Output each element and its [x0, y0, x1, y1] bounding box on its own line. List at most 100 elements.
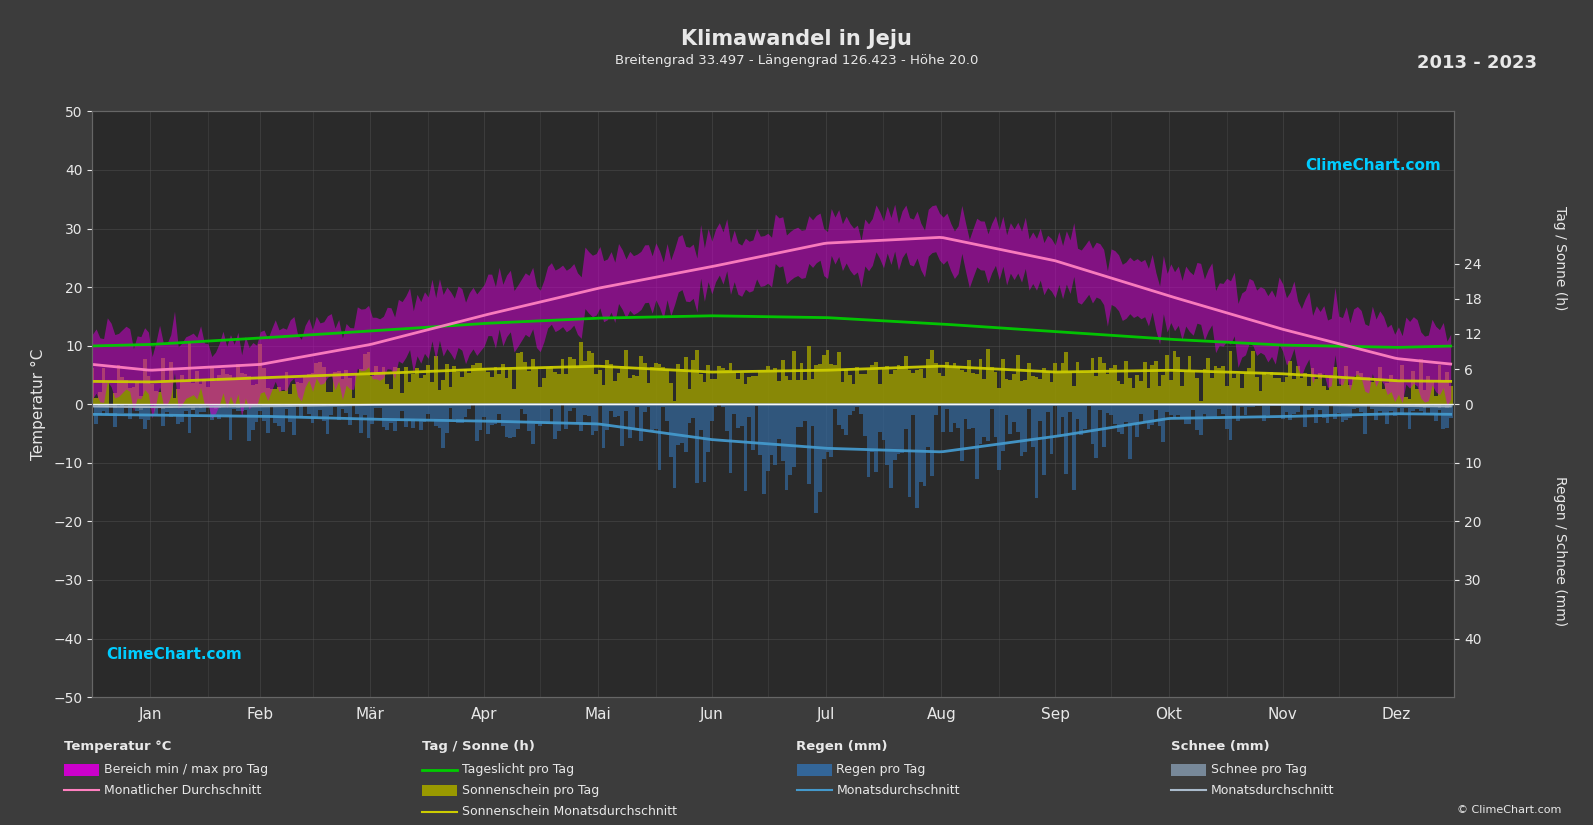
- Text: Regen pro Tag: Regen pro Tag: [836, 763, 926, 776]
- Bar: [460, 377, 464, 404]
- Bar: [277, 404, 280, 407]
- Bar: [341, 404, 344, 406]
- Bar: [658, 364, 661, 404]
- Text: ClimeChart.com: ClimeChart.com: [1305, 158, 1440, 173]
- Bar: [505, 378, 508, 404]
- Bar: [1031, 376, 1034, 404]
- Bar: [527, 404, 530, 431]
- Bar: [1128, 404, 1131, 460]
- Bar: [847, 375, 852, 404]
- Bar: [822, 355, 825, 404]
- Bar: [307, 404, 311, 414]
- Bar: [1083, 404, 1086, 429]
- Bar: [1359, 404, 1364, 412]
- Bar: [972, 373, 975, 404]
- Bar: [825, 350, 830, 404]
- Bar: [244, 404, 247, 410]
- Bar: [1180, 386, 1184, 404]
- Bar: [344, 370, 347, 404]
- Bar: [221, 370, 225, 404]
- Bar: [1375, 404, 1378, 421]
- Bar: [217, 404, 221, 408]
- Bar: [961, 370, 964, 404]
- Bar: [252, 385, 255, 404]
- Text: Sonnenschein pro Tag: Sonnenschein pro Tag: [462, 784, 599, 797]
- Bar: [292, 404, 296, 405]
- Bar: [859, 374, 863, 404]
- Bar: [961, 404, 964, 461]
- Bar: [405, 404, 408, 427]
- Bar: [789, 404, 792, 475]
- Bar: [210, 365, 213, 404]
- Bar: [1352, 404, 1356, 409]
- Bar: [352, 398, 355, 404]
- Bar: [333, 372, 336, 404]
- Bar: [538, 388, 542, 404]
- Bar: [739, 373, 744, 404]
- Bar: [397, 404, 400, 405]
- Bar: [1211, 404, 1214, 418]
- Bar: [225, 404, 229, 416]
- Bar: [355, 404, 358, 414]
- Bar: [1172, 351, 1176, 404]
- Bar: [875, 404, 878, 473]
- Bar: [1247, 404, 1251, 407]
- Bar: [1400, 404, 1403, 405]
- Bar: [452, 365, 456, 404]
- Bar: [486, 404, 489, 434]
- Bar: [1426, 376, 1431, 404]
- Bar: [217, 375, 221, 404]
- Bar: [177, 389, 180, 404]
- Bar: [755, 404, 758, 406]
- Text: Schnee (mm): Schnee (mm): [1171, 740, 1270, 753]
- Bar: [636, 404, 639, 407]
- Bar: [1114, 365, 1117, 404]
- Bar: [1180, 404, 1184, 419]
- Bar: [844, 369, 847, 404]
- Bar: [121, 404, 124, 406]
- Bar: [183, 380, 188, 404]
- Bar: [277, 404, 280, 427]
- Bar: [1381, 404, 1386, 412]
- Bar: [1415, 404, 1419, 406]
- Bar: [1047, 404, 1050, 412]
- Bar: [1333, 367, 1337, 404]
- Bar: [233, 404, 236, 407]
- Bar: [161, 358, 166, 404]
- Bar: [1225, 404, 1228, 429]
- Bar: [609, 404, 613, 411]
- Bar: [389, 389, 393, 404]
- Bar: [650, 404, 655, 430]
- Bar: [542, 378, 546, 404]
- Bar: [870, 404, 875, 452]
- Bar: [333, 404, 336, 407]
- Bar: [1164, 404, 1169, 412]
- Bar: [1225, 385, 1228, 404]
- Bar: [416, 368, 419, 404]
- Bar: [830, 404, 833, 457]
- Bar: [989, 404, 994, 409]
- Bar: [202, 379, 205, 404]
- Bar: [1047, 371, 1050, 404]
- Bar: [303, 404, 307, 406]
- Bar: [1020, 404, 1023, 455]
- Bar: [933, 404, 938, 415]
- Bar: [161, 404, 166, 427]
- Bar: [241, 373, 244, 404]
- Bar: [1094, 404, 1098, 458]
- Bar: [1061, 363, 1064, 404]
- Bar: [371, 404, 374, 424]
- Bar: [161, 404, 166, 408]
- Bar: [941, 376, 945, 404]
- Bar: [1262, 371, 1266, 404]
- Bar: [1400, 365, 1403, 404]
- Bar: [892, 370, 897, 404]
- Bar: [456, 404, 460, 423]
- Bar: [358, 404, 363, 433]
- Bar: [722, 368, 725, 404]
- Bar: [1012, 375, 1016, 404]
- Bar: [1214, 404, 1217, 417]
- Bar: [922, 404, 927, 486]
- Bar: [706, 404, 710, 452]
- Bar: [143, 404, 147, 429]
